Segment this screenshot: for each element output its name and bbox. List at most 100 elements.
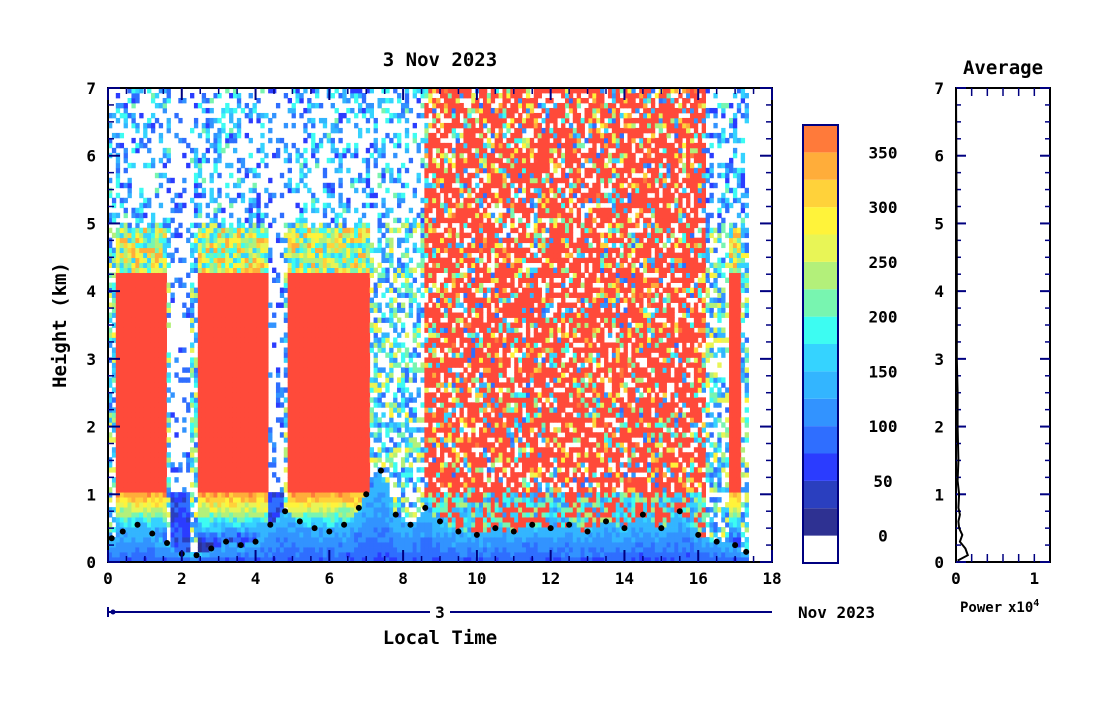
heatmap-cell — [342, 497, 347, 503]
heatmap-cell — [330, 542, 335, 548]
heatmap-cell — [158, 102, 164, 109]
heatmap-cell — [248, 342, 253, 348]
heatmap-cell — [162, 457, 167, 463]
heatmap-cell — [365, 307, 371, 313]
heatmap-cell — [115, 387, 121, 393]
heatmap-cell — [334, 282, 339, 288]
heatmap-cell — [291, 257, 296, 264]
heatmap-cell — [190, 92, 195, 99]
heatmap-cell — [131, 472, 136, 478]
heatmap-cell — [197, 527, 203, 533]
heatmap-cell — [322, 352, 328, 358]
heatmap-cell — [291, 287, 296, 293]
heatmap-cell — [315, 532, 320, 538]
heatmap-cell — [346, 377, 351, 383]
heatmap-cell — [166, 372, 171, 378]
heatmap-cell — [139, 292, 144, 298]
heatmap-cell — [393, 442, 398, 448]
heatmap-cell — [154, 527, 160, 533]
heatmap-cell — [166, 92, 171, 99]
heatmap-cell — [389, 427, 394, 433]
heatmap-cell — [240, 452, 246, 458]
heatmap-cell — [357, 537, 363, 543]
heatmap-cell — [365, 517, 371, 523]
heatmap-cell — [209, 527, 214, 533]
heatmap-cell — [166, 307, 171, 313]
heatmap-cell — [373, 432, 378, 438]
heatmap-cell — [108, 512, 113, 518]
heatmap-cell — [381, 402, 386, 408]
heatmap-cell — [127, 262, 132, 269]
heatmap-cell — [143, 537, 148, 543]
heatmap-cell — [377, 382, 382, 388]
heatmap-cell — [229, 382, 234, 388]
heatmap-cell — [131, 437, 136, 443]
heatmap-cell — [373, 492, 378, 498]
heatmap-cell — [357, 517, 363, 523]
heatmap-cell — [295, 222, 300, 229]
heatmap-cell — [252, 277, 257, 283]
heatmap-cell — [279, 417, 285, 423]
heatmap-cell — [287, 177, 292, 184]
heatmap-cell — [252, 327, 257, 333]
heatmap-cell — [260, 377, 265, 383]
heatmap-cell — [201, 352, 207, 358]
heatmap-cell — [193, 117, 199, 124]
heatmap-cell — [193, 522, 199, 528]
heatmap-cell — [287, 377, 292, 383]
heatmap-cell — [361, 262, 367, 269]
heatmap-cell — [303, 417, 308, 423]
heatmap-cell — [307, 442, 312, 448]
heatmap-cell — [369, 142, 374, 149]
heatmap-cell — [252, 397, 257, 403]
heatmap-cell — [295, 322, 300, 328]
heatmap-cell — [201, 427, 207, 433]
heatmap-cell — [119, 462, 125, 468]
heatmap-cell — [111, 557, 117, 563]
heatmap-cell — [143, 307, 148, 313]
heatmap-cell — [264, 277, 269, 283]
heatmap-cell — [307, 132, 312, 139]
heatmap-cell — [135, 307, 140, 313]
heatmap-cell — [244, 382, 250, 388]
heatmap-cell — [135, 437, 140, 443]
heatmap-cell — [119, 402, 125, 408]
heatmap-cell — [365, 157, 371, 164]
heatmap-cell — [361, 242, 367, 249]
heatmap-cell — [162, 237, 167, 244]
heatmap-cell — [232, 467, 238, 473]
heatmap-cell — [326, 537, 332, 543]
heatmap-cell — [256, 322, 261, 328]
heatmap-cell — [346, 472, 351, 478]
heatmap-cell — [291, 247, 296, 254]
heatmap-cell — [131, 522, 136, 528]
heatmap-cell — [240, 467, 246, 473]
heatmap-cell — [385, 207, 390, 214]
heatmap-cell — [248, 542, 253, 548]
heatmap-cell — [197, 237, 203, 244]
heatmap-cell — [354, 312, 359, 318]
heatmap-cell — [295, 332, 300, 338]
heatmap-cell — [225, 492, 230, 498]
heatmap-cell — [342, 377, 347, 383]
heatmap-cell — [217, 307, 222, 313]
heatmap-cell — [197, 457, 203, 463]
heatmap-cell — [303, 372, 308, 378]
heatmap-cell — [236, 292, 242, 298]
heatmap-cell — [354, 517, 359, 523]
heatmap-cell — [334, 547, 339, 553]
heatmap-cell — [158, 427, 164, 433]
heatmap-cell — [334, 392, 339, 398]
heatmap-cell — [147, 392, 152, 398]
heatmap-cell — [217, 282, 222, 288]
heatmap-cell — [264, 342, 269, 348]
heatmap-cell — [111, 352, 117, 358]
heatmap-cell — [373, 532, 378, 538]
heatmap-cell — [221, 222, 226, 229]
heatmap-cell — [291, 447, 296, 453]
heatmap-cell — [131, 262, 136, 269]
heatmap-cell — [295, 202, 300, 209]
heatmap-cell — [365, 202, 371, 209]
heatmap-cell — [322, 382, 328, 388]
heatmap-cell — [197, 407, 203, 413]
